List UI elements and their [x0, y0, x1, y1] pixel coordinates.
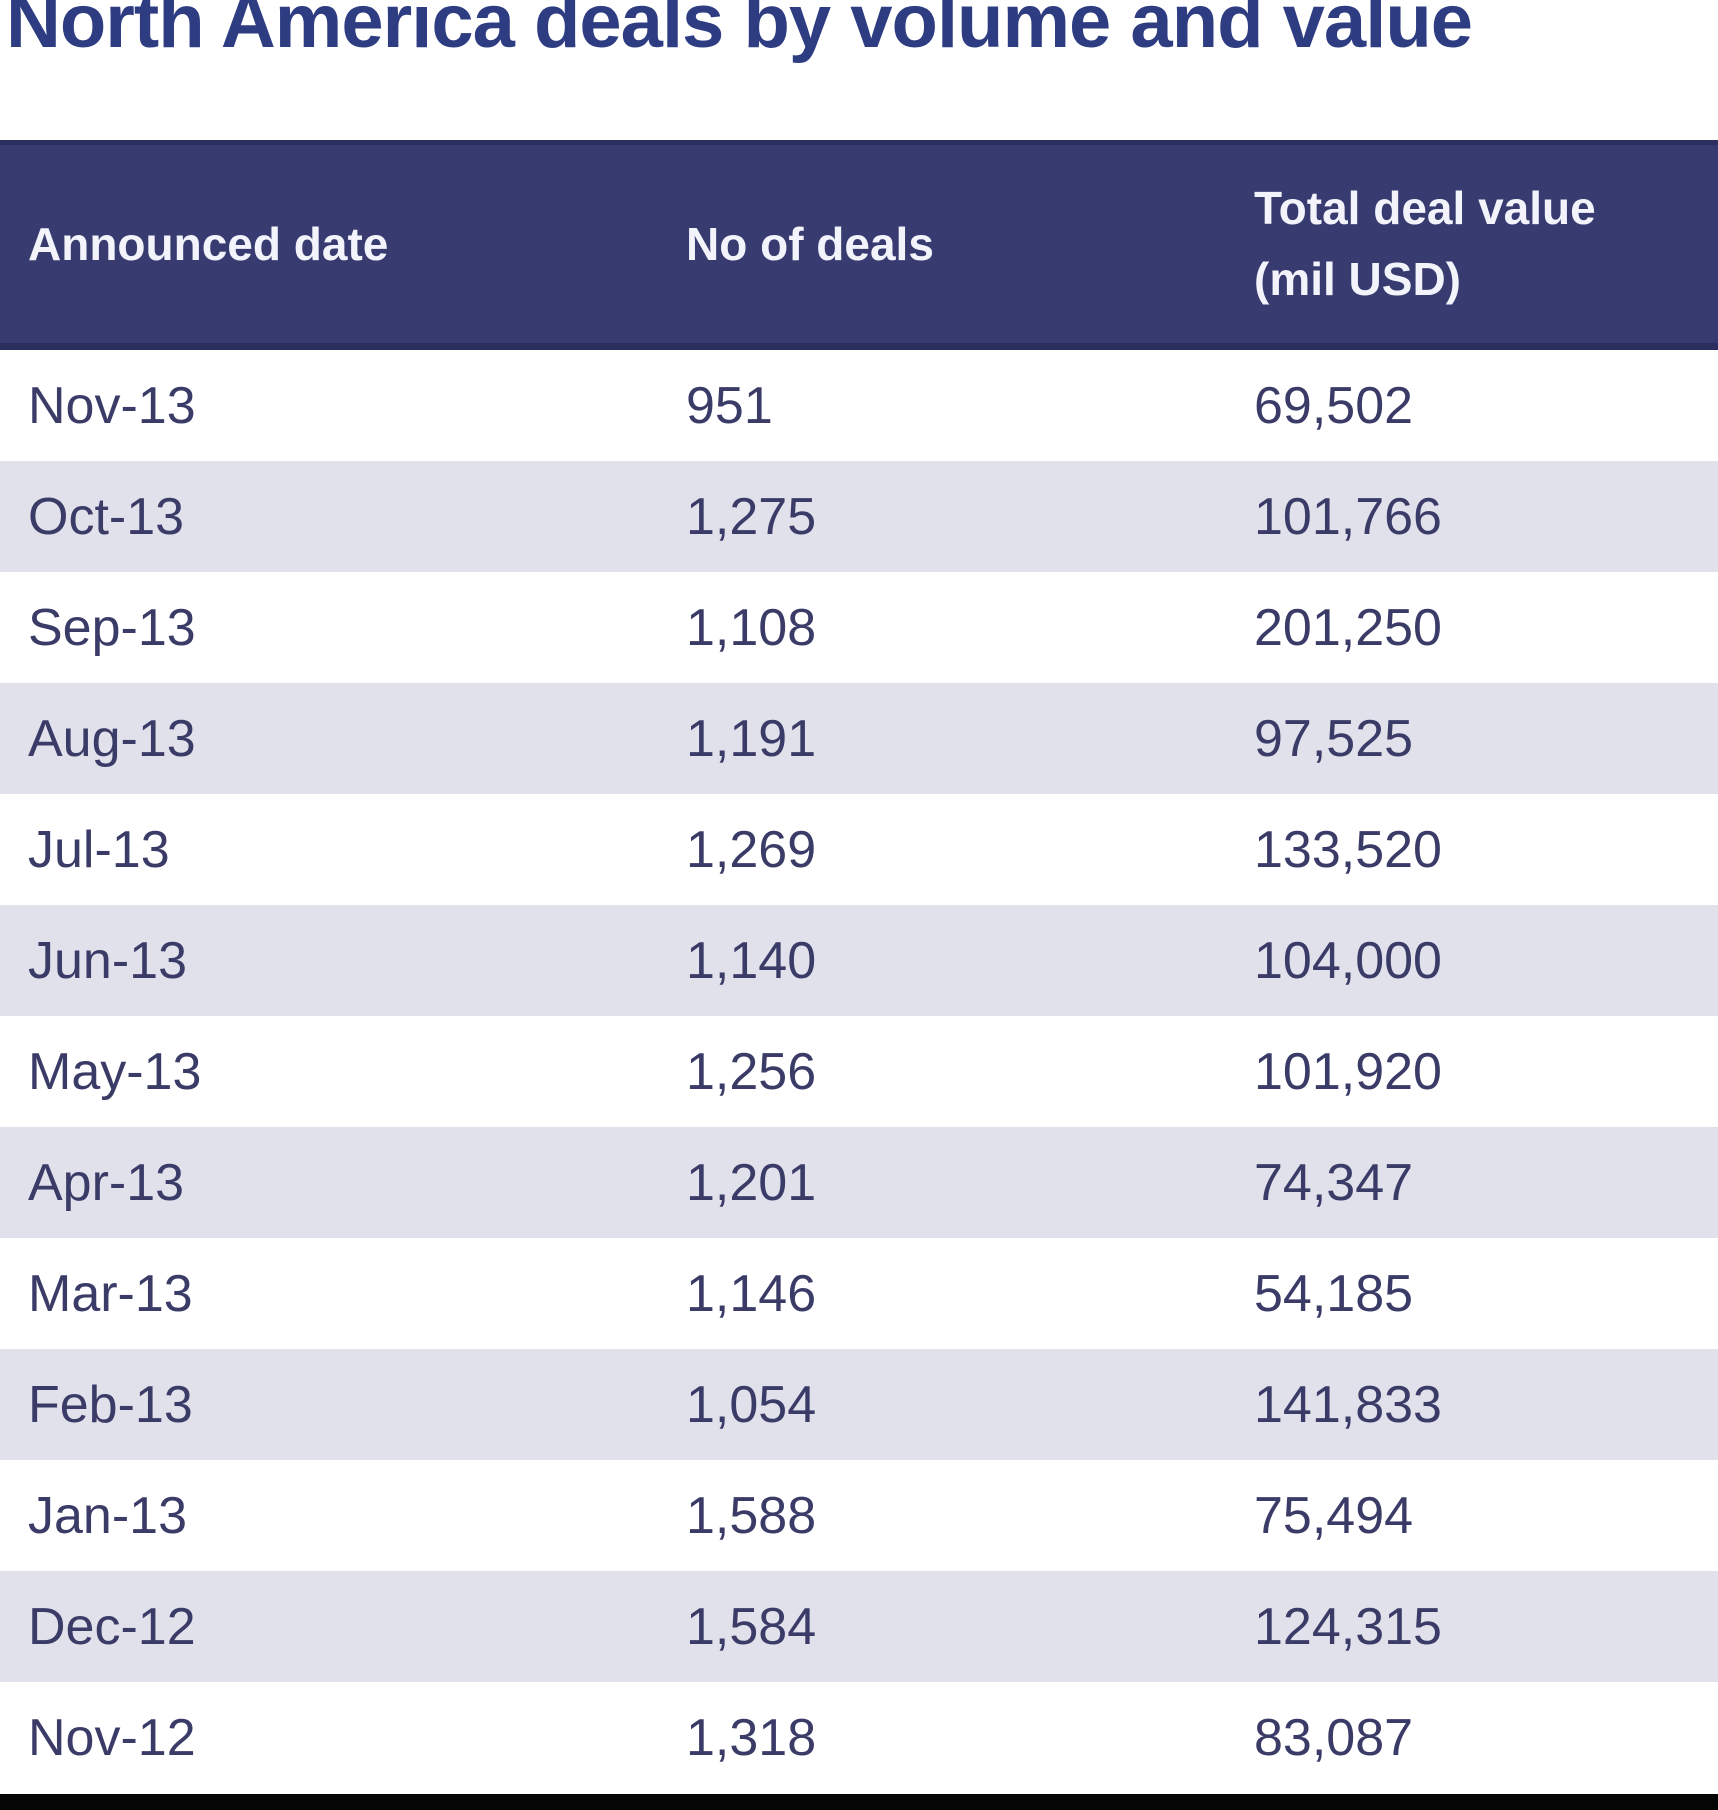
table-row: Nov-13 951 69,502: [0, 350, 1718, 461]
cell-total-deal-value: 133,520: [1254, 820, 1442, 879]
cell-announced-date: Sep-13: [28, 598, 196, 657]
table-row: Jun-13 1,140 104,000: [0, 905, 1718, 1016]
cell-total-deal-value: 104,000: [1254, 931, 1442, 990]
table-row: Feb-13 1,054 141,833: [0, 1349, 1718, 1460]
cell-total-deal-value: 75,494: [1254, 1486, 1414, 1545]
cell-no-of-deals: 1,588: [686, 1486, 817, 1545]
cell-announced-date: Feb-13: [28, 1375, 193, 1434]
column-header-total-deal-value-line1: Total deal value: [1254, 181, 1596, 234]
cell-no-of-deals: 951: [686, 376, 773, 435]
cell-announced-date: Jul-13: [28, 820, 170, 879]
table-row: Apr-13 1,201 74,347: [0, 1127, 1718, 1238]
cell-announced-date: Mar-13: [28, 1264, 193, 1323]
table-row: Sep-13 1,108 201,250: [0, 572, 1718, 683]
table-row: Mar-13 1,146 54,185: [0, 1238, 1718, 1349]
table-row: Jul-13 1,269 133,520: [0, 794, 1718, 905]
column-header-no-of-deals: No of deals: [686, 218, 934, 270]
cell-no-of-deals: 1,054: [686, 1375, 817, 1434]
cell-no-of-deals: 1,275: [686, 487, 817, 546]
cell-no-of-deals: 1,318: [686, 1708, 817, 1767]
cell-announced-date: Apr-13: [28, 1153, 185, 1212]
cell-total-deal-value: 69,502: [1254, 376, 1414, 435]
cell-announced-date: Nov-13: [28, 376, 196, 435]
cell-no-of-deals: 1,584: [686, 1597, 817, 1656]
table-header-row: Announced date No of deals Total deal va…: [0, 140, 1718, 350]
table-row: Aug-13 1,191 97,525: [0, 683, 1718, 794]
cell-no-of-deals: 1,140: [686, 931, 817, 990]
page-title: North America deals by volume and value: [6, 0, 1473, 64]
cell-total-deal-value: 97,525: [1254, 709, 1414, 768]
cell-no-of-deals: 1,191: [686, 709, 817, 768]
cell-no-of-deals: 1,146: [686, 1264, 817, 1323]
cell-announced-date: Jan-13: [28, 1486, 187, 1545]
cell-announced-date: Nov-12: [28, 1708, 196, 1767]
cell-no-of-deals: 1,269: [686, 820, 817, 879]
cell-announced-date: Aug-13: [28, 709, 196, 768]
cell-total-deal-value: 124,315: [1254, 1597, 1442, 1656]
bottom-crop-bar: [0, 1794, 1718, 1810]
table-row: Jan-13 1,588 75,494: [0, 1460, 1718, 1571]
cell-total-deal-value: 101,920: [1254, 1042, 1442, 1101]
column-header-total-deal-value: Total deal value (mil USD): [1197, 145, 1718, 343]
column-header-announced-date: Announced date: [28, 218, 389, 270]
table-row: Nov-12 1,318 83,087: [0, 1682, 1718, 1793]
cell-total-deal-value: 54,185: [1254, 1264, 1414, 1323]
table-row: May-13 1,256 101,920: [0, 1016, 1718, 1127]
cell-announced-date: May-13: [28, 1042, 202, 1101]
column-header-total-deal-value-line2: (mil USD): [1254, 253, 1461, 305]
cell-announced-date: Dec-12: [28, 1597, 196, 1656]
cell-no-of-deals: 1,108: [686, 598, 817, 657]
cell-total-deal-value: 101,766: [1254, 487, 1442, 546]
cell-total-deal-value: 74,347: [1254, 1153, 1414, 1212]
cell-announced-date: Oct-13: [28, 487, 185, 546]
table-row: Oct-13 1,275 101,766: [0, 461, 1718, 572]
table-row: Dec-12 1,584 124,315: [0, 1571, 1718, 1682]
cell-no-of-deals: 1,256: [686, 1042, 817, 1101]
cell-no-of-deals: 1,201: [686, 1153, 817, 1212]
cell-announced-date: Jun-13: [28, 931, 187, 990]
cell-total-deal-value: 201,250: [1254, 598, 1442, 657]
cell-total-deal-value: 141,833: [1254, 1375, 1442, 1434]
cell-total-deal-value: 83,087: [1254, 1708, 1414, 1767]
table-body: Nov-13 951 69,502 Oct-13 1,275 101,766 Sep-13 1…: [0, 350, 1718, 1793]
